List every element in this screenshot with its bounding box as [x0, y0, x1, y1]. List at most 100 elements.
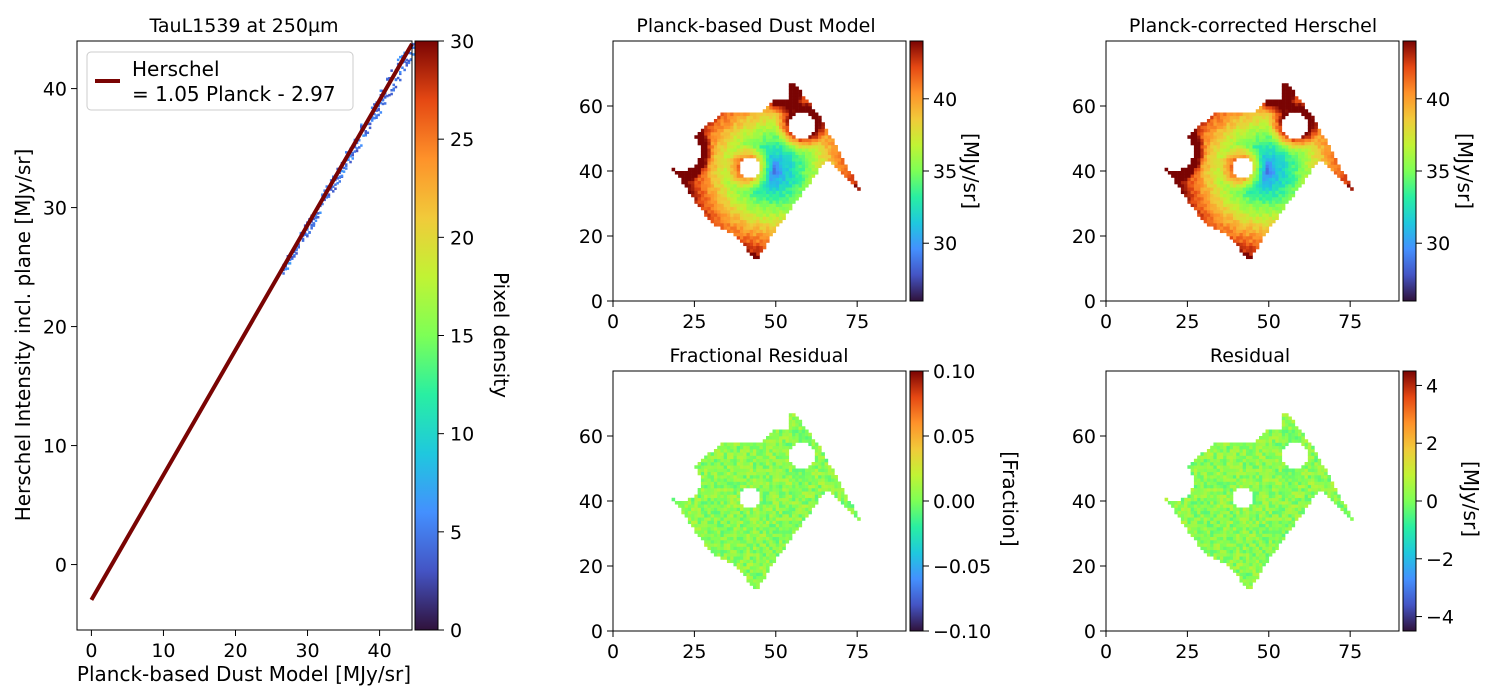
map-pixel [762, 481, 767, 486]
map-pixel [847, 507, 851, 512]
map-pixel [1252, 232, 1257, 237]
map-pixel [1200, 497, 1204, 502]
map-pixel [759, 481, 764, 486]
map-pixel [733, 219, 738, 224]
map-pixel [775, 106, 780, 110]
map-pixel [1239, 242, 1244, 247]
map-pixel [769, 497, 773, 502]
map-pixel [1307, 135, 1312, 139]
map-pixel [769, 171, 773, 175]
map-pixel [736, 458, 741, 463]
map-pixel [746, 455, 751, 460]
map-pixel [707, 206, 711, 211]
map-pixel [766, 543, 770, 547]
map-pixel [1239, 128, 1244, 133]
map-pixel [713, 200, 718, 204]
map-pixel [723, 158, 728, 162]
map-pixel [707, 187, 711, 191]
map-pixel [1223, 119, 1227, 123]
map-pixel [1219, 226, 1224, 230]
map-pixel [1223, 455, 1227, 460]
map-pixel [1200, 125, 1204, 130]
map-pixel [756, 536, 760, 541]
map-pixel [720, 501, 724, 505]
map-pixel [1278, 138, 1283, 143]
map-pixel [1307, 145, 1312, 149]
map-pixel [1294, 180, 1299, 185]
map-pixel [697, 494, 702, 499]
map-pixel [762, 232, 767, 237]
map-pixel [1216, 442, 1221, 447]
y-tick-label: 40 [579, 491, 603, 513]
map-pixel [814, 455, 819, 460]
map-pixel [700, 530, 705, 534]
map-pixel [762, 112, 767, 117]
map-pixel [1210, 543, 1214, 547]
map-pixel [1259, 187, 1263, 191]
map-pixel [775, 484, 780, 489]
map-pixel [1210, 171, 1214, 175]
density-point [373, 103, 376, 106]
map-pixel [1275, 151, 1279, 156]
map-pixel [1226, 465, 1231, 469]
map-pixel [1304, 132, 1309, 136]
colorbar-tick-label: 5 [450, 522, 462, 544]
map-pixel [1268, 154, 1273, 159]
map-pixel [811, 171, 816, 175]
map-pixel [775, 158, 780, 162]
map-pixel [1320, 148, 1325, 152]
map-pixel [1193, 200, 1198, 204]
map-pixel [700, 465, 705, 469]
map-pixel [775, 167, 780, 172]
map-pixel [1275, 141, 1279, 146]
map-pixel [1210, 475, 1214, 479]
map-pixel [1236, 533, 1240, 538]
map-pixel [752, 540, 757, 544]
map-pixel [1239, 232, 1244, 237]
density-point [282, 272, 285, 275]
map-pixel [1187, 494, 1191, 499]
map-pixel [707, 190, 711, 195]
map-pixel [805, 174, 809, 178]
map-pixel [717, 465, 721, 469]
map-pixel [1268, 219, 1273, 224]
map-pixel [723, 154, 728, 159]
map-pixel [769, 180, 773, 185]
map-pixel [1268, 203, 1273, 208]
map-pixel [707, 520, 711, 525]
map-pixel [801, 484, 806, 489]
map-pixel [1232, 174, 1237, 178]
map-pixel [1298, 167, 1302, 172]
map-pixel [1184, 507, 1188, 512]
map-pixel [710, 128, 715, 133]
map-pixel [775, 543, 780, 547]
map-pixel [736, 471, 741, 476]
map-pixel [1236, 187, 1240, 191]
map-pixel [847, 504, 851, 508]
map-pixel [788, 484, 793, 489]
map-pixel [723, 177, 728, 182]
map-pixel [717, 193, 721, 198]
map-pixel [1187, 174, 1191, 178]
map-pixel [733, 481, 738, 486]
map-pixel [1226, 494, 1231, 499]
map-pixel [766, 119, 770, 123]
map-pixel [1307, 161, 1312, 165]
map-pixel [769, 141, 773, 146]
map-pixel [707, 510, 711, 515]
map-pixel [733, 452, 738, 456]
map-pixel [1265, 161, 1270, 165]
map-pixel [730, 223, 734, 227]
map-pixel [720, 174, 724, 178]
map-pixel [792, 161, 796, 165]
map-pixel [779, 436, 783, 440]
map-pixel [726, 119, 731, 123]
map-pixel [779, 510, 783, 515]
map-pixel [792, 197, 796, 201]
map-pixel [717, 536, 721, 541]
map-pixel [1252, 164, 1257, 169]
map-pixel [795, 86, 799, 91]
map-pixel [795, 488, 799, 492]
map-pixel [1203, 455, 1208, 460]
